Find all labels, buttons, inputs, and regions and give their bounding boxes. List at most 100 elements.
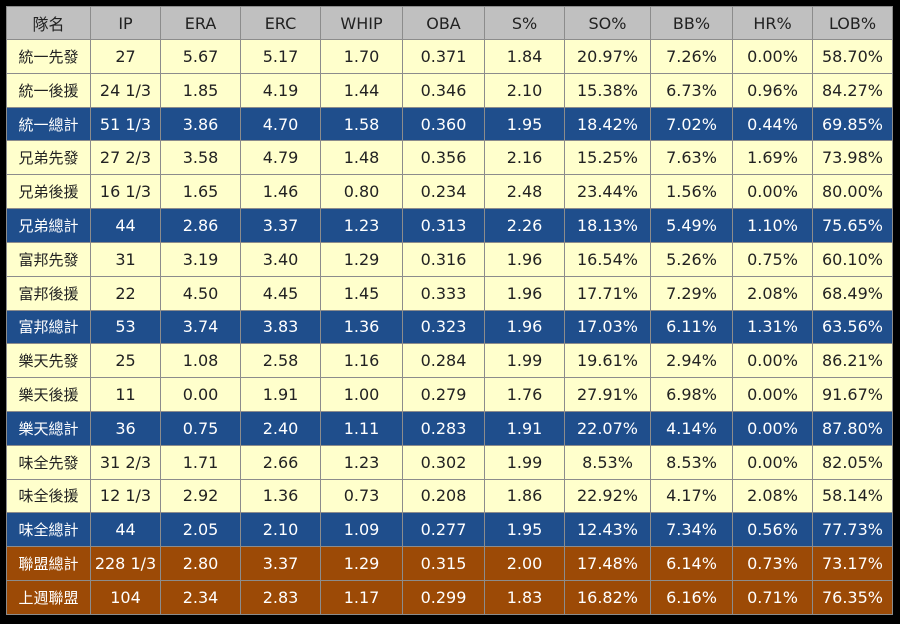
stat-cell-2: 2.92 [160,478,241,514]
stats-table-frame: 隊名 IP ERA ERC WHIP OBA S% SO% BB% HR% LOB% 統一先發 27 5… [6,6,893,615]
stat-cell-7: 20.97% [564,39,651,74]
table-row: 兄弟後援 16 1/3 1.65 1.46 0.80 0.234 2.48 23.44% 1.5… [6,174,893,210]
stat-cell-2: 2.34 [160,580,241,615]
stat-cell-9: 0.75% [732,241,813,277]
team-name-cell: 樂天先發 [6,343,91,379]
stat-cell-3: 3.40 [240,241,321,277]
stat-cell-8: 1.56% [650,174,733,210]
stat-cell-6: 2.26 [484,208,565,243]
stat-cell-2: 5.67 [160,39,241,74]
stat-cell-3: 3.83 [240,309,321,345]
team-name-cell: 統一先發 [6,39,91,74]
stat-cell-9: 0.96% [732,72,813,108]
stat-cell-7: 8.53% [564,444,651,480]
stat-cell-8: 5.49% [650,208,733,243]
team-name-cell: 兄弟先發 [6,140,91,176]
stat-cell-3: 2.58 [240,343,321,379]
stat-cell-6: 2.48 [484,174,565,210]
stat-cell-9: 0.73% [732,546,813,581]
team-name-cell: 富邦總計 [6,309,91,345]
stat-cell-5: 0.323 [402,309,485,345]
table-row: 富邦總計 53 3.74 3.83 1.36 0.323 1.96 17.03% 6.11% 1.… [6,309,893,345]
team-name-cell: 樂天後援 [6,377,91,412]
stat-cell-4: 0.73 [320,478,403,514]
stat-cell-3: 4.79 [240,140,321,176]
stat-cell-7: 12.43% [564,512,651,548]
stat-cell-10: 86.21% [812,343,893,379]
stat-cell-10: 68.49% [812,275,893,311]
stat-cell-4: 1.17 [320,580,403,615]
column-header-8: BB% [650,6,733,40]
stat-cell-8: 6.98% [650,377,733,412]
stat-cell-2: 0.00 [160,377,241,412]
stat-cell-3: 1.46 [240,174,321,210]
stat-cell-4: 1.23 [320,208,403,243]
stat-cell-2: 4.50 [160,275,241,311]
stat-cell-5: 0.333 [402,275,485,311]
stat-cell-4: 1.00 [320,377,403,412]
stat-cell-1: 12 1/3 [90,478,161,514]
stat-cell-5: 0.208 [402,478,485,514]
stat-cell-8: 6.73% [650,72,733,108]
table-row: 富邦後援 22 4.50 4.45 1.45 0.333 1.96 17.71% 7.29% 2.… [6,275,893,311]
stat-cell-1: 11 [90,377,161,412]
stat-cell-7: 15.25% [564,140,651,176]
stat-cell-4: 1.16 [320,343,403,379]
stat-cell-10: 69.85% [812,106,893,142]
stat-cell-3: 3.37 [240,208,321,243]
table-row: 兄弟總計 44 2.86 3.37 1.23 0.313 2.26 18.13% 5.49% 1.… [6,208,893,243]
column-header-9: HR% [732,6,813,40]
stat-cell-7: 17.71% [564,275,651,311]
stat-cell-5: 0.283 [402,410,485,446]
stat-cell-1: 22 [90,275,161,311]
stat-cell-4: 1.70 [320,39,403,74]
stat-cell-8: 8.53% [650,444,733,480]
stat-cell-10: 76.35% [812,580,893,615]
stat-cell-8: 6.16% [650,580,733,615]
stat-cell-4: 1.23 [320,444,403,480]
stat-cell-10: 77.73% [812,512,893,548]
stat-cell-8: 6.11% [650,309,733,345]
stat-cell-8: 7.26% [650,39,733,74]
stat-cell-6: 1.95 [484,106,565,142]
stat-cell-5: 0.356 [402,140,485,176]
stat-cell-6: 2.10 [484,72,565,108]
stat-cell-8: 5.26% [650,241,733,277]
stat-cell-7: 16.54% [564,241,651,277]
column-header-3: ERC [240,6,321,40]
column-header-5: OBA [402,6,485,40]
stat-cell-9: 0.71% [732,580,813,615]
stat-cell-2: 3.74 [160,309,241,345]
stat-cell-6: 1.86 [484,478,565,514]
stat-cell-5: 0.371 [402,39,485,74]
stat-cell-6: 1.83 [484,580,565,615]
stat-cell-6: 2.16 [484,140,565,176]
stat-cell-2: 2.05 [160,512,241,548]
stat-cell-6: 1.95 [484,512,565,548]
stat-cell-6: 1.96 [484,309,565,345]
table-row: 聯盟總計 228 1/3 2.80 3.37 1.29 0.315 2.00 17.48% 6.… [6,546,893,581]
stat-cell-6: 2.00 [484,546,565,581]
stat-cell-2: 3.19 [160,241,241,277]
column-header-4: WHIP [320,6,403,40]
stat-cell-7: 18.42% [564,106,651,142]
stat-cell-10: 75.65% [812,208,893,243]
stat-cell-2: 3.58 [160,140,241,176]
stat-cell-7: 19.61% [564,343,651,379]
team-name-cell: 兄弟總計 [6,208,91,243]
table-row: 統一後援 24 1/3 1.85 4.19 1.44 0.346 2.10 15.38% 6.7… [6,72,893,108]
table-row: 味全總計 44 2.05 2.10 1.09 0.277 1.95 12.43% 7.34% 0.… [6,512,893,548]
stat-cell-7: 15.38% [564,72,651,108]
stat-cell-3: 4.70 [240,106,321,142]
team-name-cell: 味全先發 [6,444,91,480]
stat-cell-10: 63.56% [812,309,893,345]
stat-cell-2: 2.80 [160,546,241,581]
stat-cell-4: 1.44 [320,72,403,108]
stat-cell-3: 4.19 [240,72,321,108]
stat-cell-3: 2.10 [240,512,321,548]
stat-cell-7: 18.13% [564,208,651,243]
team-name-cell: 統一總計 [6,106,91,142]
stat-cell-6: 1.96 [484,241,565,277]
stat-cell-9: 0.00% [732,410,813,446]
stat-cell-10: 60.10% [812,241,893,277]
